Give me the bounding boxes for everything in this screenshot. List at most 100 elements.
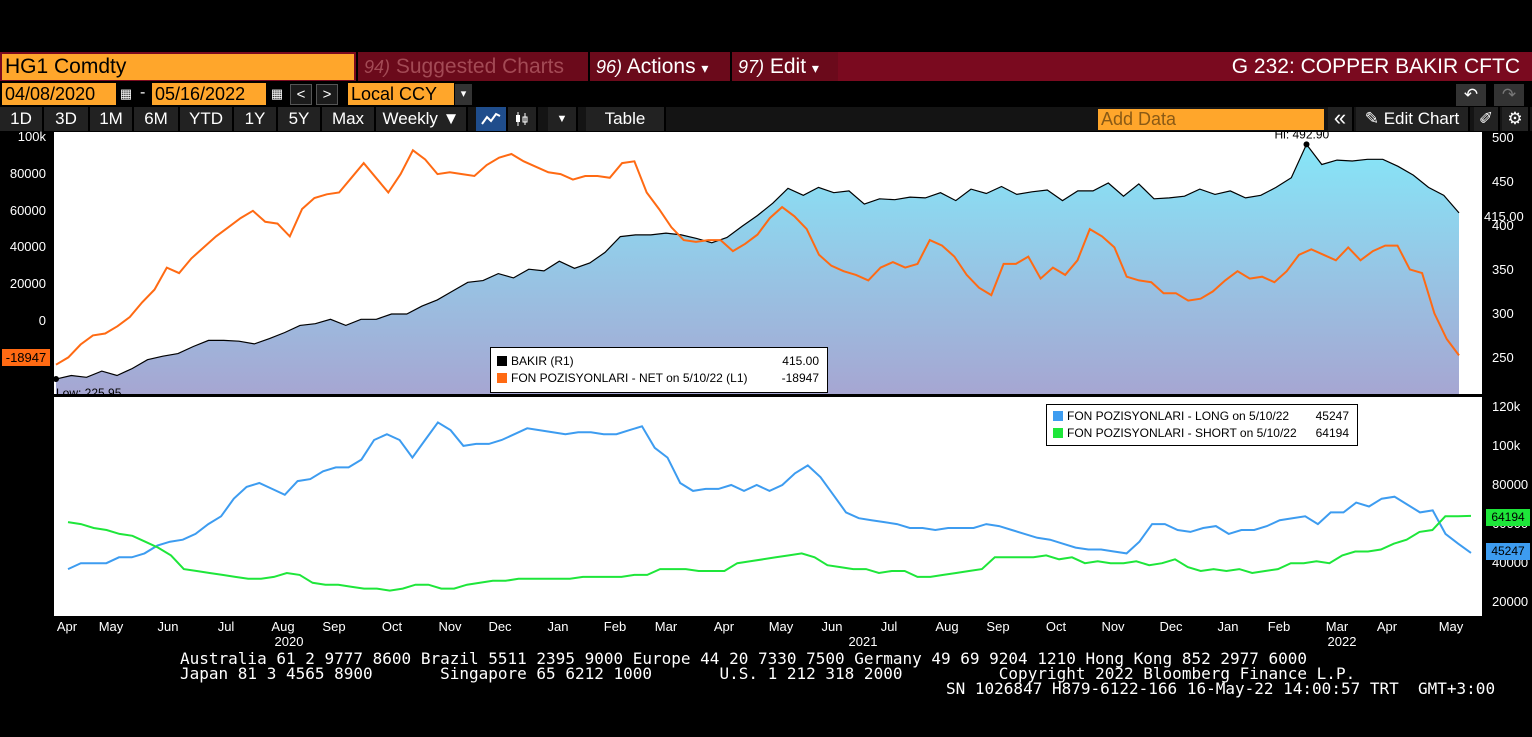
footer-session: SN 1026847 H879-6122-166 16-May-22 14:00… [946,679,1496,698]
x-axis-month-label: Aug [271,619,295,634]
candlestick-icon[interactable] [508,107,538,131]
price-area [56,144,1459,394]
table-button[interactable]: Table [586,107,666,131]
x-axis-month-label: Apr [713,619,735,634]
period-6m-button[interactable]: 6M [134,107,180,131]
x-axis-month-label: Feb [603,619,627,634]
legend-label: FON POZISYONLARI - NET on 5/10/22 (L1) [511,371,748,385]
last-long-label: 45247 [1486,543,1530,560]
actions-number: 96) [596,57,623,77]
period-1m-button[interactable]: 1M [90,107,134,131]
x-axis-year-label: 2021 [848,634,878,649]
last-price-label: 415.00 [1484,209,1524,224]
last-net-label: -18947 [2,349,50,366]
ticker-field[interactable]: HG1 Comdty [2,54,354,80]
x-axis-month-label: Jan [1217,619,1239,634]
chart-type-dropdown-icon[interactable]: ▼ [548,107,578,131]
x-axis-month-label: Mar [1325,619,1349,634]
right-axis-tick-label: 350 [1492,262,1514,278]
legend-label: BAKIR (R1) [511,354,574,368]
short-line [67,514,1472,592]
x-axis-month-label: Jun [821,619,843,634]
right-axis-tick-label: 250 [1492,349,1514,365]
undo-icon[interactable]: ↶ [1456,84,1488,106]
right-axis-tick-label: 400 [1492,218,1514,234]
legend-swatch [497,373,507,383]
currency-select[interactable]: Local CCY [348,83,454,105]
net-line [55,148,1460,366]
line-chart-icon[interactable] [476,107,508,131]
x-axis-year-label: 2020 [274,634,304,649]
legend-item-long: FON POZISYONLARI - LONG on 5/10/22 45247 [1047,408,1357,425]
right-axis-tick-label: 100k [1492,437,1521,453]
start-date-input[interactable]: 04/08/2020 [2,83,116,105]
right-axis-tick-label: 20000 [1492,594,1529,610]
suggested-charts-number: 94) [364,57,391,77]
footer-contacts-2: Japan 81 3 4565 8900 Singapore 65 6212 1… [180,664,1356,683]
prev-period-button[interactable]: < [290,84,312,105]
price-line [55,143,1460,380]
left-axis-tick-label: 80000 [9,166,46,182]
x-axis-month-label: May [98,619,124,634]
right-axis-tick-label: 500 [1492,130,1514,146]
right-axis-tick-label: 120k [1492,398,1521,414]
edit-chart-label: Edit Chart [1383,109,1460,128]
x-axis-month-label: Sep [322,619,346,634]
chevron-down-icon: ▾ [811,60,819,76]
gear-icon[interactable]: ⚙ [1502,107,1530,131]
actions-menu[interactable]: 96) Actions ▾ [588,52,730,81]
redo-icon[interactable]: ↷ [1494,84,1526,106]
legend-value: 64194 [1315,426,1349,440]
x-axis-month-label: Apr [1376,619,1398,634]
legend-swatch [1053,411,1063,421]
calendar-icon[interactable]: ▦ [119,86,133,101]
legend-panel-2[interactable]: FON POZISYONLARI - LONG on 5/10/22 45247 … [1046,404,1358,446]
legend-label: FON POZISYONLARI - LONG on 5/10/22 [1067,409,1290,423]
add-data-input[interactable]: Add Data [1098,109,1324,130]
x-axis-month-label: Aug [935,619,959,634]
period-1y-button[interactable]: 1Y [234,107,278,131]
long-line [67,421,1472,571]
period-5y-button[interactable]: 5Y [278,107,322,131]
chevron-down-icon[interactable]: ▾ [455,84,472,105]
x-axis-month-label: Mar [654,619,678,634]
x-axis-month-label: May [768,619,794,634]
hi-label: Hi: 492.90 [1275,132,1330,141]
x-axis-month-label: May [1438,619,1464,634]
period-1d-button[interactable]: 1D [0,107,44,131]
left-axis-tick-label: 60000 [9,202,46,218]
edit-number: 97) [738,57,765,77]
legend-label: FON POZISYONLARI - SHORT on 5/10/22 [1067,426,1297,440]
x-axis-month-label: Jun [157,619,179,634]
calendar-icon[interactable]: ▦ [270,86,284,101]
legend-panel-1[interactable]: BAKIR (R1) 415.00 FON POZISYONLARI - NET … [490,347,828,393]
period-ytd-button[interactable]: YTD [180,107,234,131]
collapse-icon[interactable]: « [1328,107,1354,131]
left-axis-tick-label: 40000 [9,239,46,255]
x-axis-month-label: Jul [217,619,235,634]
end-date-input[interactable]: 05/16/2022 [152,83,266,105]
period-max-button[interactable]: Max [322,107,376,131]
hi-marker [1303,141,1310,148]
legend-item-net: FON POZISYONLARI - NET on 5/10/22 (L1) -1… [491,370,827,387]
footer-contacts-1: Australia 61 2 9777 8600 Brazil 5511 239… [180,649,1308,668]
date-separator: - [140,84,146,101]
annotate-icon[interactable]: ✐ [1474,107,1500,131]
legend-value: -18947 [781,371,819,385]
next-period-button[interactable]: > [316,84,338,105]
left-axis-tick-label: 100k [17,129,46,145]
edit-label: Edit [769,55,807,78]
pencil-icon: ✎ [1364,109,1379,128]
suggested-charts-menu[interactable]: 94) Suggested Charts [356,52,588,81]
x-axis-month-label: Nov [1101,619,1125,634]
edit-menu[interactable]: 97) Edit ▾ [730,52,838,81]
frequency-select[interactable]: Weekly ▼ [376,107,468,131]
left-axis-tick-label: 20000 [9,276,46,292]
edit-chart-button[interactable]: ✎ Edit Chart [1356,107,1470,131]
period-3d-button[interactable]: 3D [44,107,90,131]
low-label: Low: 225.95 [56,386,122,394]
suggested-charts-label: Suggested Charts [395,55,564,78]
long-short-chart [67,421,1472,592]
right-axis-tick-label: 450 [1492,174,1514,190]
x-axis-month-label: Feb [1267,619,1291,634]
